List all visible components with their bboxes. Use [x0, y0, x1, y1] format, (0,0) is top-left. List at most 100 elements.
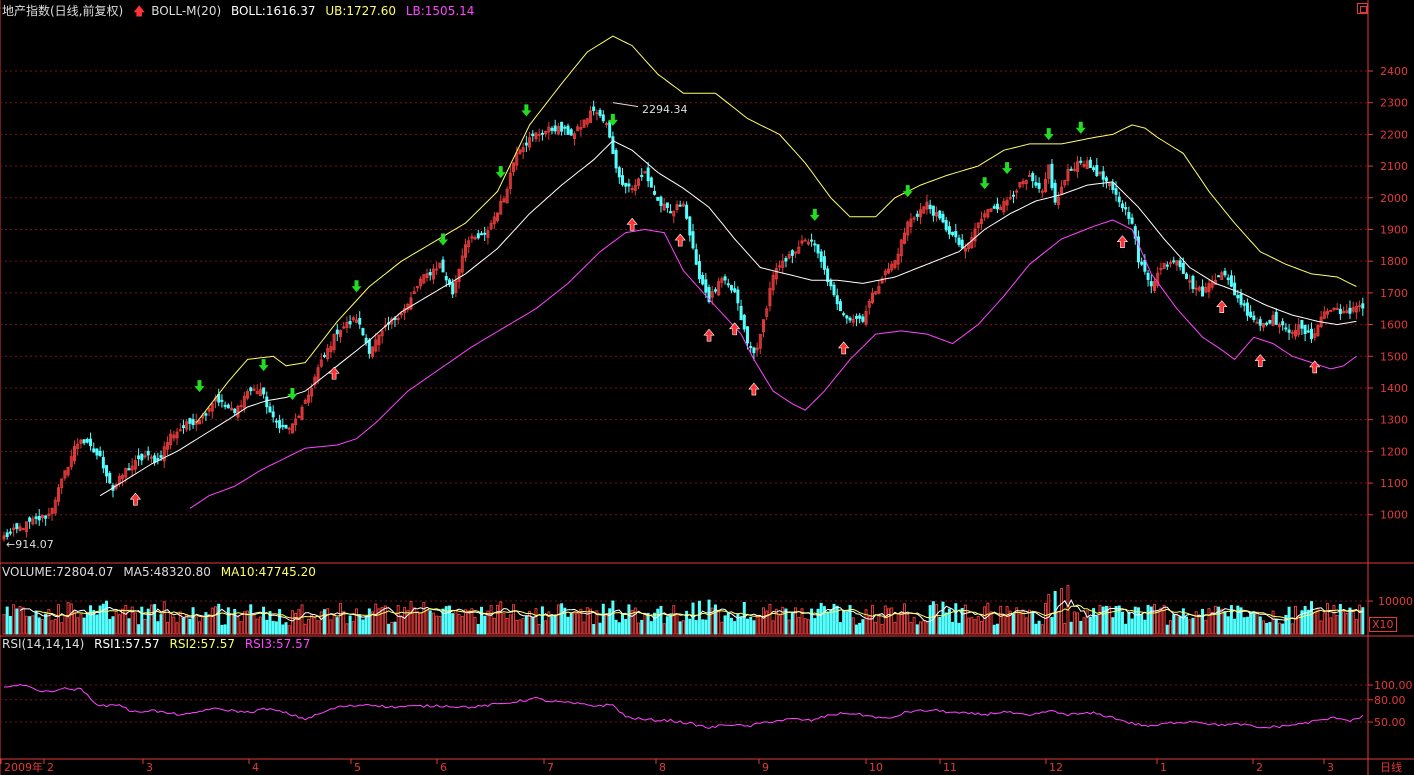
candle-body	[1088, 159, 1092, 169]
date-tick-label: 4	[252, 761, 259, 774]
candle-body	[729, 285, 733, 291]
candle	[1130, 213, 1134, 225]
candle-body	[153, 455, 157, 463]
candle	[870, 287, 874, 305]
volume-bar	[653, 612, 657, 635]
price-tick-label: 1000	[1380, 509, 1408, 522]
volume-bar	[319, 611, 323, 635]
volume-bar	[73, 611, 77, 635]
candle	[874, 291, 878, 296]
volume-bar	[938, 616, 942, 635]
candle	[1159, 262, 1163, 275]
volume-bar	[614, 619, 618, 635]
candle	[845, 314, 849, 324]
candle-body	[1056, 196, 1060, 205]
volume-bar	[720, 621, 724, 635]
candle	[403, 303, 407, 321]
volume-bar	[329, 619, 333, 635]
candle	[585, 117, 589, 128]
candle	[1111, 179, 1115, 194]
candle-body	[528, 137, 532, 148]
volume-bar	[428, 610, 432, 635]
candle	[5, 529, 9, 540]
volume-bar	[877, 613, 881, 635]
candle-body	[585, 118, 589, 125]
volume-bar	[111, 616, 115, 635]
volume-bar	[1300, 610, 1304, 635]
candle	[1342, 306, 1346, 314]
candle	[204, 411, 208, 422]
candle-body	[15, 523, 19, 530]
candle-body	[492, 216, 496, 225]
candle	[92, 442, 96, 453]
volume-bar	[521, 617, 525, 635]
candle-body	[1159, 268, 1163, 271]
candle-body	[1021, 180, 1025, 185]
volume-bar	[560, 603, 564, 635]
candle	[1297, 318, 1301, 338]
candle	[531, 130, 535, 142]
volume-bar	[1178, 616, 1182, 635]
volume-bar	[1249, 612, 1253, 635]
candle-body	[1063, 179, 1067, 186]
candle	[758, 333, 762, 354]
candle-body	[262, 387, 266, 395]
candle	[935, 206, 939, 222]
volume-bar	[954, 603, 958, 635]
candle	[604, 121, 608, 128]
candle-body	[1101, 171, 1105, 180]
candle-body	[60, 478, 64, 488]
volume-bar	[717, 611, 721, 635]
candle-body	[396, 318, 400, 321]
sell-arrow-icon	[979, 177, 990, 190]
candle	[736, 286, 740, 311]
candle-body	[409, 297, 413, 310]
candle-body	[854, 315, 858, 319]
candle	[720, 276, 724, 288]
candle-body	[274, 420, 278, 423]
date-tick-label: 2009年	[4, 760, 43, 774]
candle	[1329, 309, 1333, 312]
volume-bar	[95, 614, 99, 635]
candle	[816, 244, 820, 259]
volume-bar	[335, 617, 339, 635]
candle-body	[1197, 287, 1201, 291]
volume-bar	[672, 605, 676, 635]
candle	[252, 384, 256, 392]
candle	[1271, 310, 1275, 327]
restore-window-icon[interactable]	[1357, 3, 1368, 14]
candlestick-series[interactable]	[2, 100, 1365, 542]
volume-bar	[207, 614, 211, 635]
candle-body	[842, 313, 846, 316]
candle-body	[816, 244, 820, 254]
volume-bar	[1031, 611, 1035, 635]
volume-bar	[1335, 615, 1339, 635]
volume-bar	[508, 614, 512, 635]
candle	[1293, 323, 1297, 340]
volume-bar	[787, 619, 791, 635]
candle-body	[778, 265, 782, 268]
candle	[1354, 302, 1358, 320]
volume-bar	[697, 600, 701, 635]
volume-bar	[1076, 612, 1080, 635]
volume-bar	[149, 604, 153, 635]
volume-tick-label: 10000	[1378, 595, 1413, 608]
volume-bar	[713, 604, 717, 635]
volume-bar	[1040, 624, 1044, 635]
volume-bar	[1313, 612, 1317, 635]
candle	[665, 202, 669, 213]
candle-body	[133, 460, 137, 470]
candle	[1306, 324, 1310, 333]
buy-arrow-icon	[328, 366, 340, 380]
candle-body	[547, 126, 551, 133]
signal-arrows	[129, 104, 1321, 506]
volume-bar	[742, 601, 746, 635]
candle-body	[515, 152, 519, 166]
price-annotations: 2294.34 ←914.07	[6, 102, 688, 551]
candle-body	[925, 201, 929, 210]
volume-bar	[970, 617, 974, 635]
candle-body	[56, 487, 60, 502]
candle-body	[983, 213, 987, 218]
candle-body	[986, 209, 990, 218]
